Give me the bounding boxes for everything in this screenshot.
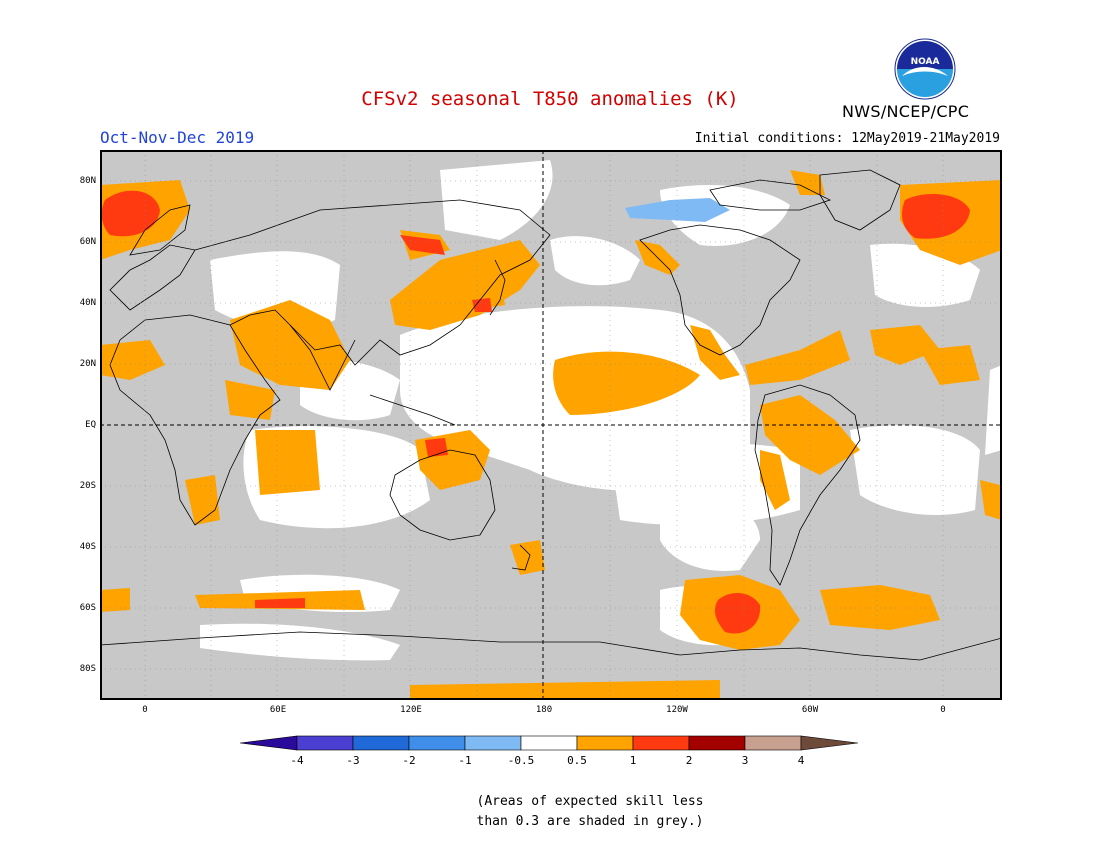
anomaly-map	[100, 150, 1002, 700]
coast-australia	[389, 449, 496, 541]
white-antarctic-edge	[200, 623, 400, 661]
lat-label-40s: 40S	[79, 542, 96, 552]
orange-brazil-east	[980, 480, 1002, 520]
lon-label-60e: 60E	[269, 705, 287, 715]
colorbar-left-arrow	[240, 735, 298, 751]
colorbar-box	[632, 735, 690, 751]
orange-west-60s	[100, 588, 130, 612]
coast-antarctica	[100, 631, 1002, 661]
red-scandinavia	[101, 190, 160, 237]
coast-europe	[109, 244, 196, 311]
lat-label-20n: 20N	[79, 359, 96, 369]
colorbar-label: 0.5	[567, 754, 587, 767]
gridlines	[100, 150, 1002, 700]
lat-label-60s: 60S	[79, 603, 96, 613]
lon-label-60w: 60W	[801, 705, 819, 715]
orange-central-pacific	[553, 351, 700, 415]
orange-labrador	[790, 170, 825, 195]
orange-drake	[820, 585, 940, 630]
lon-label-120w: 120W	[666, 705, 688, 715]
orange-antarctic-coast	[410, 680, 720, 700]
red-southern-ocean	[255, 598, 305, 608]
coast-greenland	[819, 169, 901, 231]
lat-label-20s: 20S	[79, 481, 96, 491]
colorbar-box	[576, 735, 634, 751]
skill-note: (Areas of expected skill less than 0.3 a…	[440, 792, 740, 832]
colorbar-label: -4	[290, 754, 304, 767]
coast-arctic-islands	[709, 179, 832, 211]
skill-note-line-1: (Areas of expected skill less	[476, 794, 704, 809]
coast-south-america	[754, 384, 861, 586]
orange-sea-of-japan	[460, 280, 505, 310]
colorbar-box	[352, 735, 410, 751]
coast-north-america	[639, 224, 801, 356]
white-east-pacific	[610, 442, 800, 526]
initial-conditions-label: Initial conditions: 12May2019-21May2019	[694, 131, 1000, 146]
colorbar-label: 1	[629, 754, 637, 767]
white-greenland-sea	[985, 365, 1002, 455]
orange-south-america-west	[760, 450, 790, 510]
lat-label-40n: 40N	[79, 298, 96, 308]
svg-text:NOAA: NOAA	[911, 57, 940, 67]
colorbar-label: -1	[458, 754, 472, 767]
organization-label: NWS/NCEP/CPC	[842, 102, 970, 121]
colorbar-label: -3	[346, 754, 360, 767]
colorbar-box	[744, 735, 802, 751]
coast-indonesia	[369, 394, 456, 426]
lon-label-180: 180	[535, 705, 553, 715]
lon-label-120e: 120E	[400, 705, 422, 715]
lat-label-eq: EQ	[85, 420, 96, 430]
coast-africa	[109, 314, 281, 526]
coast-nz	[511, 544, 531, 571]
map-frame	[100, 150, 1002, 700]
white-south-atlantic	[850, 425, 980, 515]
blue-regions	[625, 198, 730, 222]
colorbar-right-arrow	[800, 735, 859, 751]
lat-label-60n: 60N	[79, 237, 96, 247]
orange-sahel	[870, 325, 940, 365]
orange-atlantic-30n	[920, 345, 980, 385]
noaa-logo: NOAA	[894, 38, 956, 100]
red-greenland-east	[902, 194, 970, 239]
orange-east-africa	[255, 430, 320, 495]
white-north-pacific	[550, 236, 640, 286]
colorbar-box	[520, 735, 578, 751]
red-south-pacific	[714, 593, 761, 634]
blue-canadian-arctic	[625, 198, 730, 222]
lat-label-80s: 80S	[79, 664, 96, 674]
lon-label-0-west: 0	[142, 705, 148, 715]
red-east-asia	[400, 235, 445, 255]
chart-title: CFSv2 seasonal T850 anomalies (K)	[361, 88, 739, 110]
white-south-pacific	[660, 497, 760, 571]
colorbar-box	[464, 735, 522, 751]
coast-india	[289, 324, 356, 391]
colorbar-label: 2	[685, 754, 693, 767]
orange-india	[230, 300, 350, 390]
colorbar-box	[688, 735, 746, 751]
white-asia-mid	[440, 160, 553, 240]
colorbar-box	[408, 735, 466, 751]
colorbar-label: -2	[402, 754, 416, 767]
coastlines	[100, 169, 1002, 661]
season-label: Oct-Nov-Dec 2019	[100, 128, 255, 147]
lon-label-0-east: 0	[940, 705, 946, 715]
coast-japan	[489, 259, 506, 316]
lat-label-80n: 80N	[79, 176, 96, 186]
orange-nz	[510, 540, 545, 575]
colorbar	[240, 735, 859, 751]
orange-caribbean	[745, 330, 850, 385]
red-regions	[101, 190, 970, 634]
colorbar-box	[296, 735, 354, 751]
colorbar-label: 4	[797, 754, 805, 767]
orange-arabia	[225, 380, 275, 420]
skill-note-line-2: than 0.3 are shaded in grey.)	[476, 814, 704, 829]
red-japan	[472, 298, 492, 312]
colorbar-label: -0.5	[507, 754, 535, 767]
colorbar-label: 3	[741, 754, 749, 767]
coast-asia	[194, 199, 551, 366]
